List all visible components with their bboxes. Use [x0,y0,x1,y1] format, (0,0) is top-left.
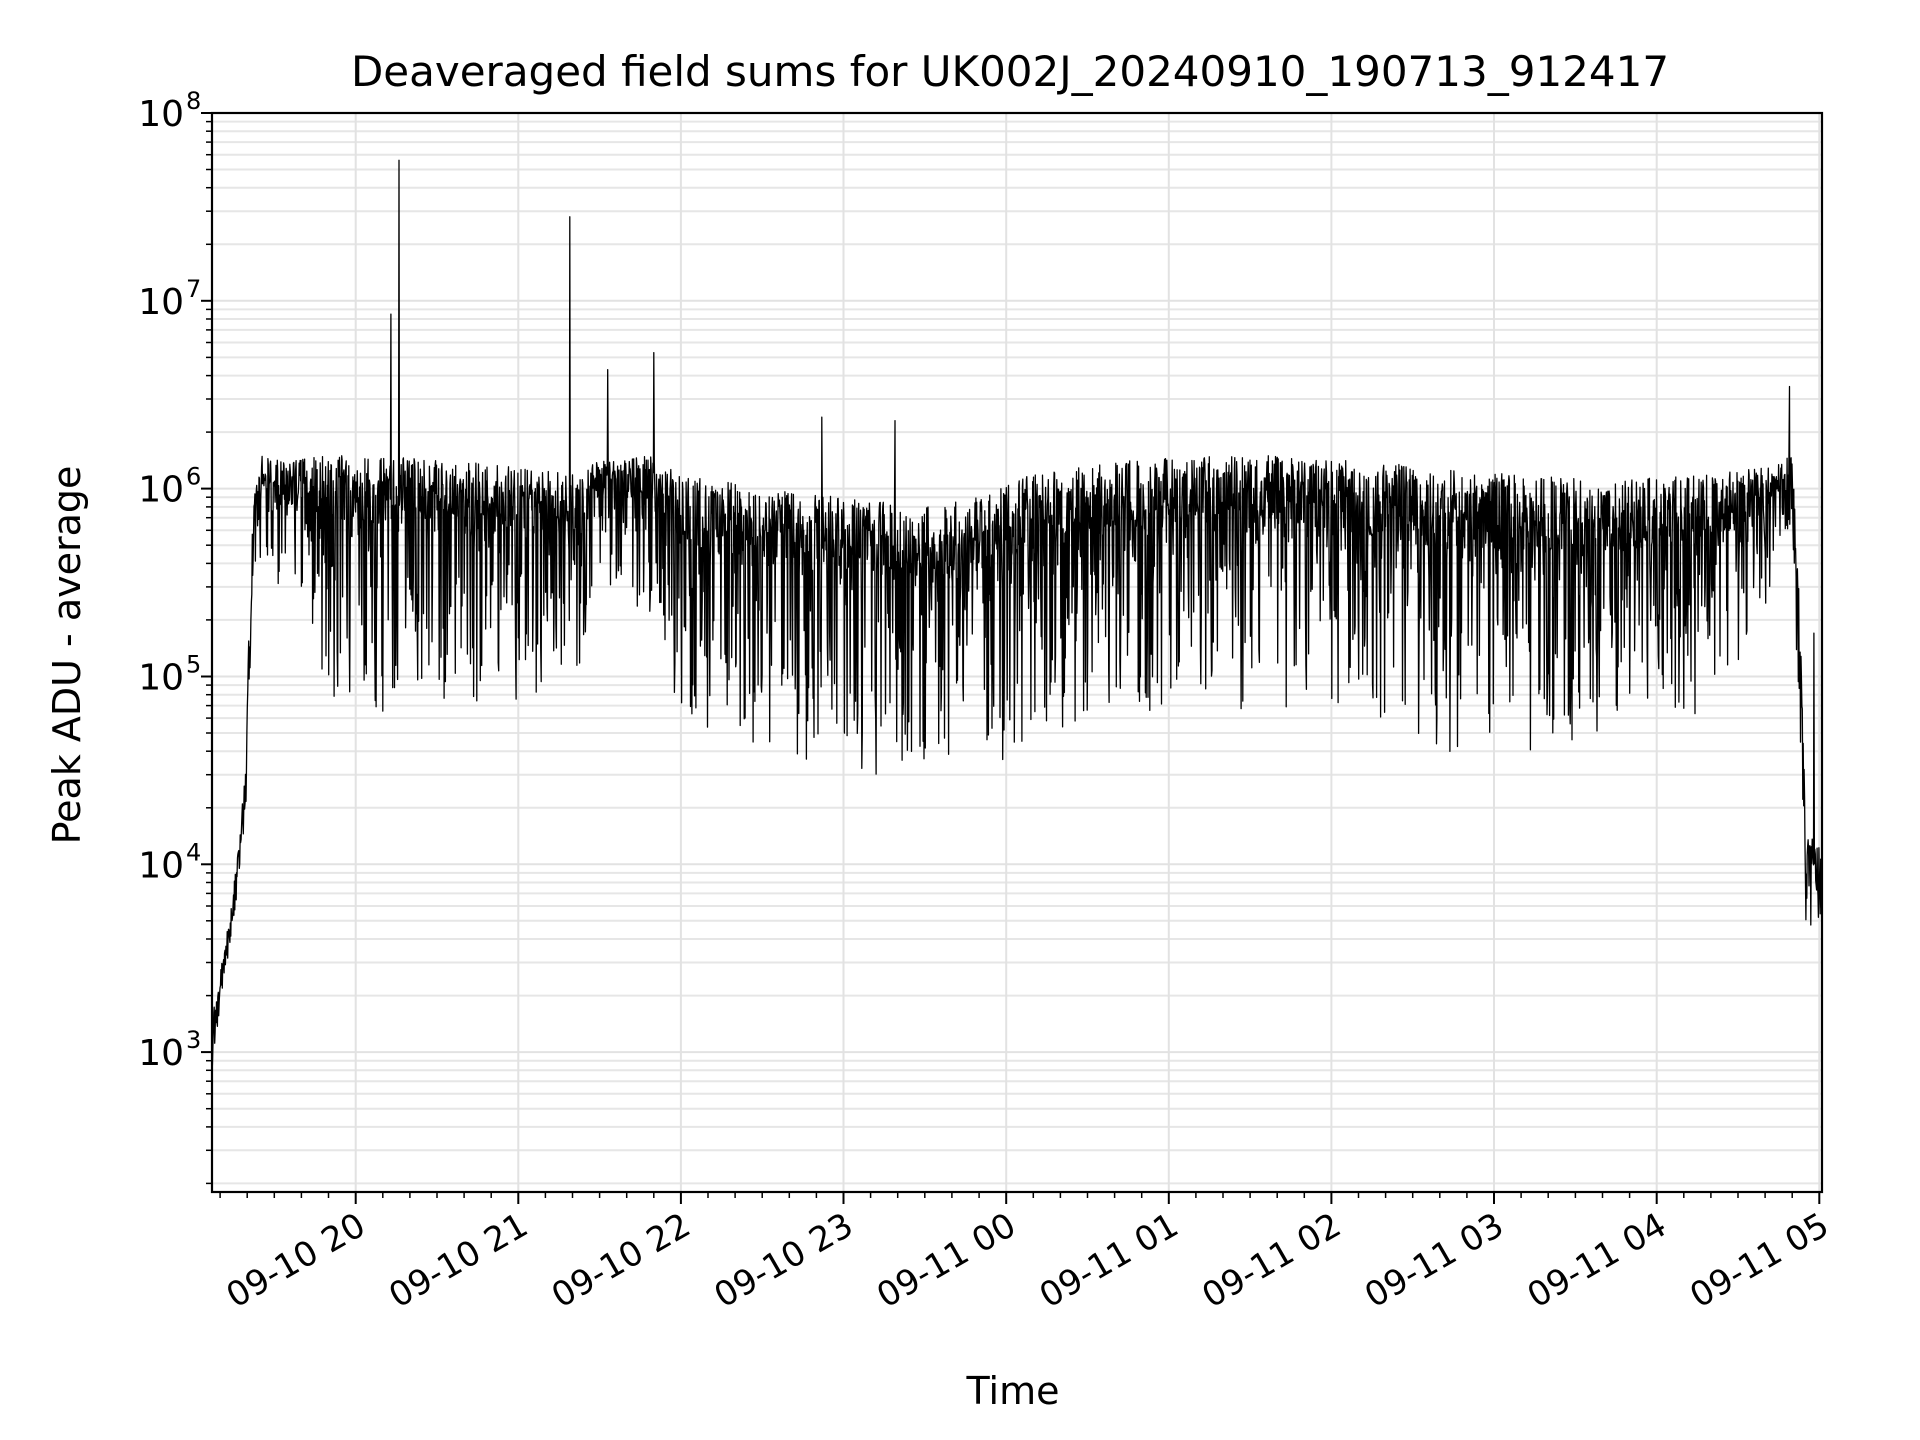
chart-title: Deaveraged field sums for UK002J_2024091… [351,47,1669,96]
grid [212,112,1822,1192]
y-tick-exponent: 8 [186,87,201,115]
y-tick-exponent: 3 [186,1026,201,1054]
y-tick-exponent: 5 [186,651,201,679]
y-tick-exponent: 4 [186,838,201,866]
y-tick-label: 10 [138,845,184,886]
y-tick-label: 10 [138,658,184,699]
plot-area [211,159,1823,1067]
x-axis-label: Time [966,1369,1060,1413]
y-tick-label: 10 [138,94,184,135]
y-axis-label: Peak ADU - average [45,466,89,845]
plot-frame [210,111,1824,1194]
y-tick-label: 10 [138,282,184,323]
y-tick-exponent: 7 [186,275,201,303]
y-tick-label: 10 [138,470,184,511]
y-tick-label: 10 [138,1033,184,1074]
series-line [211,159,1823,1067]
axis-ticks [201,112,1821,1204]
y-tick-exponent: 6 [186,463,201,491]
